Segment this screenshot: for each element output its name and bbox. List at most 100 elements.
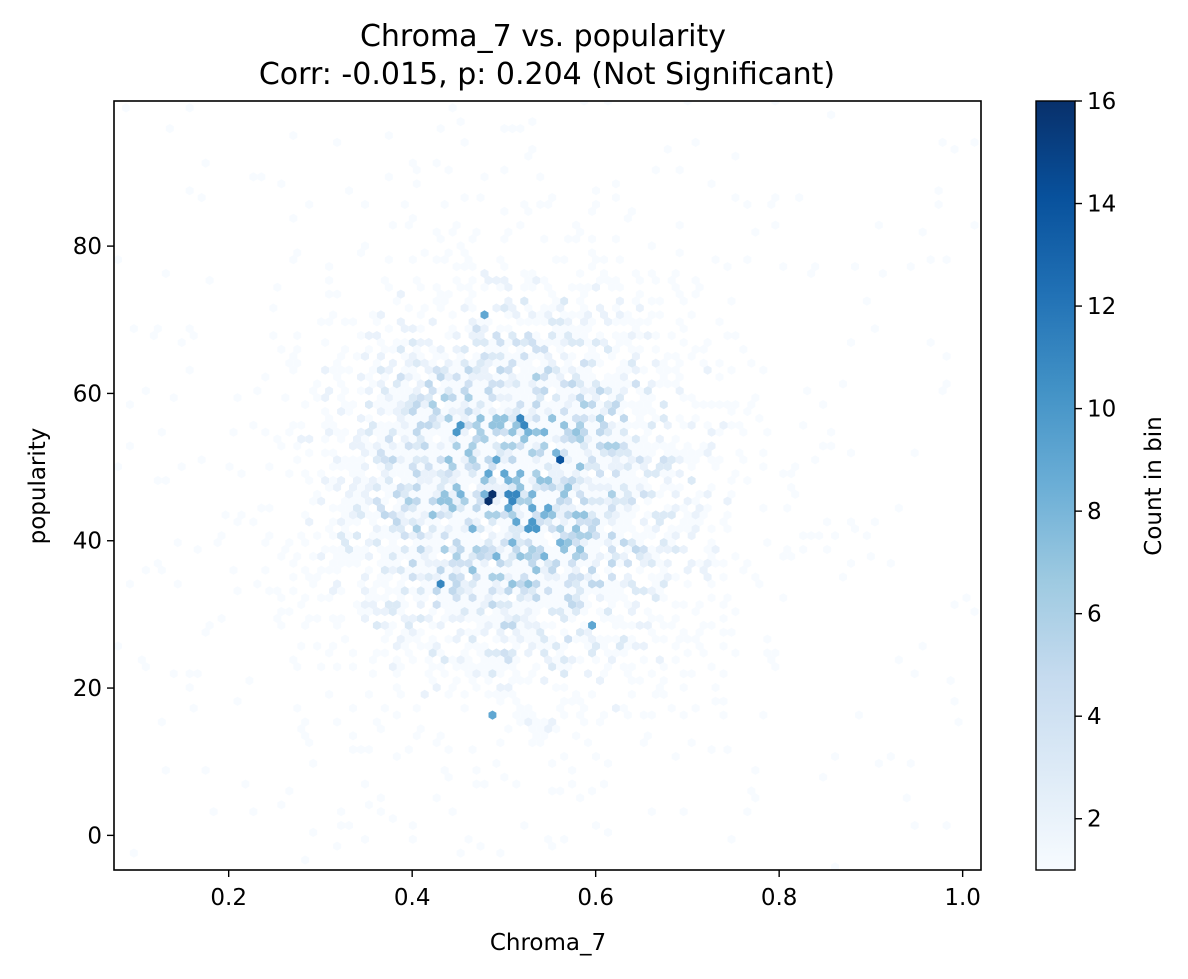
hexbin-cell [472,641,481,651]
hexbin-cell [289,420,298,430]
hexbin-cell [361,834,369,844]
hexbin-cell [635,551,644,561]
hexbin-cell [420,441,429,451]
hexbin-cell [508,427,517,437]
hexbin-cell [520,199,529,210]
hexbin-cell [572,524,581,534]
hexbin-cell [635,565,644,575]
hexbin-cell [627,510,636,520]
hexbin-cell [600,710,608,720]
hexbin-cell [472,489,481,499]
hexbin-cell [408,393,417,403]
hexbin-cell [372,593,381,603]
hexbin-cell [576,627,585,637]
hexbin-cell [464,641,473,651]
hexbin-cell [536,365,545,375]
hexbin-cell [349,441,357,451]
hexbin-cell [468,331,477,341]
hexbin-cell [615,517,624,527]
hexbin-cell [675,372,684,382]
hexbin-cell [560,613,569,624]
hexbin-cell [404,510,413,520]
hexbin-cell [500,538,509,548]
hexbin-cell [472,227,481,237]
hexbin-cell [492,331,501,341]
hexbin-cell [452,634,461,644]
hexbin-cell [504,337,513,348]
hexbin-cell [532,717,541,727]
hexbin-cell [197,455,206,465]
hexbin-cell [464,655,473,665]
hexbin-cell [954,717,963,727]
hexbin-cell [910,669,919,679]
hexbin-cell [663,503,672,513]
hexbin-cell [827,110,836,120]
hexbin-cell [612,427,620,437]
hexbin-cell [568,655,577,665]
hexbin-cell [472,544,481,555]
hexbin-cell [464,558,473,568]
hexbin-cell [572,372,581,382]
hexbin-cell [412,400,421,410]
hexbin-cell [456,503,465,513]
hexbin-cell [524,551,533,561]
hexbin-cell [580,372,589,382]
hexbin-cell [309,758,318,768]
hexbin-cell [412,551,421,561]
hexbin-cell [476,455,485,465]
hexbin-cell [372,620,381,630]
hexbin-cell [615,296,624,306]
hexbin-cell [512,613,521,624]
hexbin-cell [623,544,632,555]
hexbin-cell [635,344,644,354]
hexbin-cell [500,275,509,285]
hexbin-cell [608,572,616,582]
hexbin-cell [552,462,561,472]
hexbin-cell [723,331,732,341]
hexbin-cell [440,434,449,444]
hexbin-cell [588,344,596,354]
hexbin-cell [448,365,457,375]
hexbin-cell [305,517,314,527]
hexbin-cell [707,455,716,465]
hexbin-cell [659,620,668,630]
hexbin-cell [560,586,569,596]
hexbin-cell [851,262,859,272]
hexbin-cell [639,738,648,748]
hexbin-cell [528,144,537,154]
hexbin-cell [448,103,457,113]
hexbin-cell [504,475,513,486]
hexbin-cell [448,324,457,334]
hexbin-cell [572,579,581,589]
hexbin-cell [524,620,533,630]
hexbin-cell [576,448,585,458]
hexbin-cell [823,517,832,527]
hexbin-cell [564,358,573,368]
hexbin-cell [623,572,632,582]
hexbin-cell [588,496,596,506]
hexbin-cell [404,386,413,396]
hexbin-cell [345,544,353,555]
hexbin-cell [647,558,656,568]
hexbin-cell [396,482,405,492]
hexbin-cell [600,475,608,486]
hexbin-cell [261,372,270,382]
hexbin-cell [548,482,557,492]
hexbin-cell [671,544,680,555]
hexbin-cell [560,682,569,693]
hexbin-cell [608,600,616,610]
hexbin-cell [584,517,592,527]
hexbin-cell [416,489,425,499]
hexbin-cell [500,427,509,437]
hexbin-cell [480,379,489,389]
hexbin-cell [552,572,561,582]
hexbin-cell [627,524,636,534]
hexbin-cell [623,213,632,223]
hexbin-cell [277,344,286,354]
hexbin-cell [627,634,636,644]
hexbin-cell [365,441,373,451]
hexbin-cell [619,386,628,396]
hexbin-cell [496,503,505,513]
hexbin-cell [639,434,648,444]
hexbin-cell [663,572,672,582]
